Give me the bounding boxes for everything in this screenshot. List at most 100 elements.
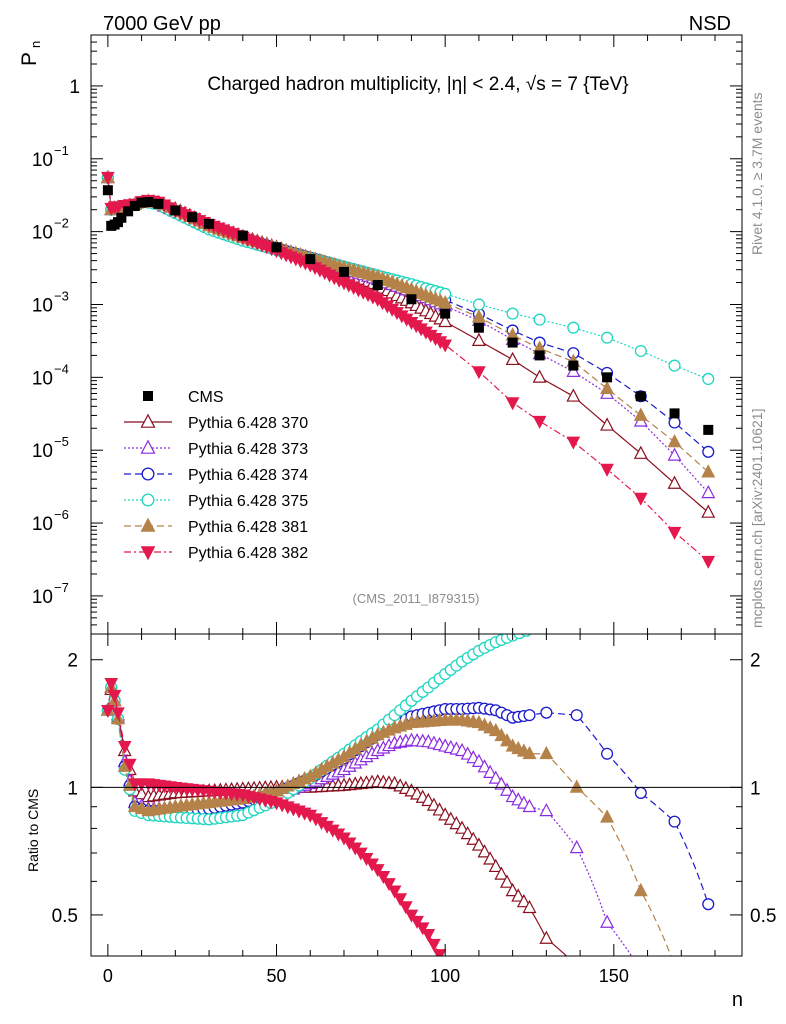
cms-data-point — [204, 218, 215, 229]
x-tick-label: 50 — [267, 966, 287, 986]
data-point — [101, 171, 115, 185]
y-axis-label-top: P — [18, 52, 41, 66]
ratio-point — [488, 770, 503, 784]
y-tick-exponent: −7 — [54, 580, 69, 595]
data-point — [438, 313, 453, 328]
ratio-point — [432, 949, 447, 956]
legend-label: Pythia 6.428 373 — [188, 441, 308, 458]
ratio-point — [522, 798, 537, 813]
x-tick-label: 150 — [599, 966, 629, 986]
y-tick-base: 10 — [32, 587, 53, 608]
ratio-point — [516, 894, 531, 908]
y-tick-label-top: 10 −4 — [32, 361, 69, 389]
ratio-point — [488, 858, 503, 873]
data-point — [438, 295, 453, 309]
y-axis-label-top-subscript: n — [28, 41, 43, 48]
cms-data-point — [305, 254, 316, 265]
legend-marker — [141, 493, 155, 507]
series-ratio-4 — [100, 679, 672, 956]
data-point — [566, 436, 581, 450]
y-tick-exponent: −1 — [54, 143, 69, 158]
ratio-point — [393, 893, 408, 907]
ratio-point — [382, 878, 396, 892]
analysis-tag: (CMS_2011_I879315) — [353, 591, 480, 606]
y-tick-label-top: 10 −7 — [32, 580, 69, 608]
ratio-point — [101, 704, 115, 718]
ratio-point — [483, 764, 498, 778]
y-tick-label-top: 10 −6 — [32, 507, 69, 535]
cms-data-point — [143, 197, 154, 208]
header-left-label: 7000 GeV pp — [103, 13, 221, 35]
ratio-tick-label-right: 1 — [750, 778, 761, 799]
ratio-point — [404, 909, 419, 923]
ratio-point — [471, 753, 486, 767]
data-point — [668, 416, 681, 429]
y-tick-exponent: −4 — [54, 361, 69, 376]
data-point — [471, 332, 486, 346]
ratio-point — [600, 809, 615, 823]
y-tick-base: 10 — [32, 368, 53, 389]
y-tick-label-top: 10 −1 — [32, 143, 69, 171]
reference-data-layer — [102, 185, 714, 435]
legend-marker — [140, 413, 156, 428]
ratio-point — [523, 709, 536, 722]
ratio-point — [634, 786, 647, 799]
legend-label: Pythia 6.428 381 — [188, 519, 308, 536]
y-tick-exponent: −2 — [54, 216, 69, 231]
legend-marker — [140, 439, 156, 454]
cms-data-point — [473, 322, 484, 333]
data-point — [505, 351, 520, 366]
ratio-point — [494, 727, 509, 742]
data-point — [702, 445, 715, 458]
cms-data-point — [602, 372, 613, 383]
ratio-point — [635, 964, 647, 975]
legend-entry: Pythia 6.428 370 — [124, 413, 308, 432]
y-tick-base: 10 — [32, 295, 53, 316]
cms-data-point — [406, 294, 417, 305]
data-point — [532, 415, 547, 429]
data-point — [667, 475, 682, 489]
ratio-point — [571, 959, 583, 970]
ratio-point — [398, 901, 413, 915]
ratio-point — [500, 782, 515, 796]
legend-entry: Pythia 6.428 382 — [124, 545, 308, 562]
ratio-point — [520, 634, 532, 637]
data-point — [701, 464, 716, 478]
x-tick-label: 0 — [103, 966, 113, 986]
y-tick-base: 10 — [32, 514, 53, 535]
ratio-point — [500, 874, 515, 888]
data-point — [532, 369, 547, 383]
ratio-tick-label-left: 1 — [67, 778, 78, 799]
ratio-point — [387, 885, 402, 899]
ratio-point — [522, 745, 537, 760]
ratio-point — [513, 634, 526, 640]
x-tick-label: 100 — [430, 966, 460, 986]
cms-data-point — [271, 242, 282, 253]
y-tick-label-top: 10 −3 — [32, 288, 69, 316]
y-tick-exponent: −5 — [54, 434, 69, 449]
legend-label: Pythia 6.428 374 — [188, 467, 308, 484]
cms-data-point — [635, 391, 646, 402]
header-right-label: NSD — [689, 13, 731, 35]
ratio-point — [540, 706, 553, 719]
ratio-point — [111, 707, 125, 721]
ratio-point — [494, 776, 509, 790]
y-axis-label-bottom: Ratio to CMS — [25, 789, 41, 872]
ratio-point — [432, 802, 447, 816]
cms-data-point — [372, 280, 383, 291]
y-tick-label-top: 1 — [69, 77, 80, 98]
data-point — [533, 313, 546, 326]
data-point — [702, 372, 715, 386]
cms-data-point — [703, 424, 714, 435]
data-point — [566, 388, 581, 402]
cms-data-point — [237, 230, 248, 241]
ratio-point — [427, 938, 441, 952]
series-top-3 — [101, 171, 715, 386]
ratio-point — [668, 815, 681, 828]
ratio-point — [539, 930, 554, 944]
ratio-point — [569, 779, 584, 793]
ratio-point — [460, 825, 475, 840]
ratio-point — [702, 898, 715, 911]
